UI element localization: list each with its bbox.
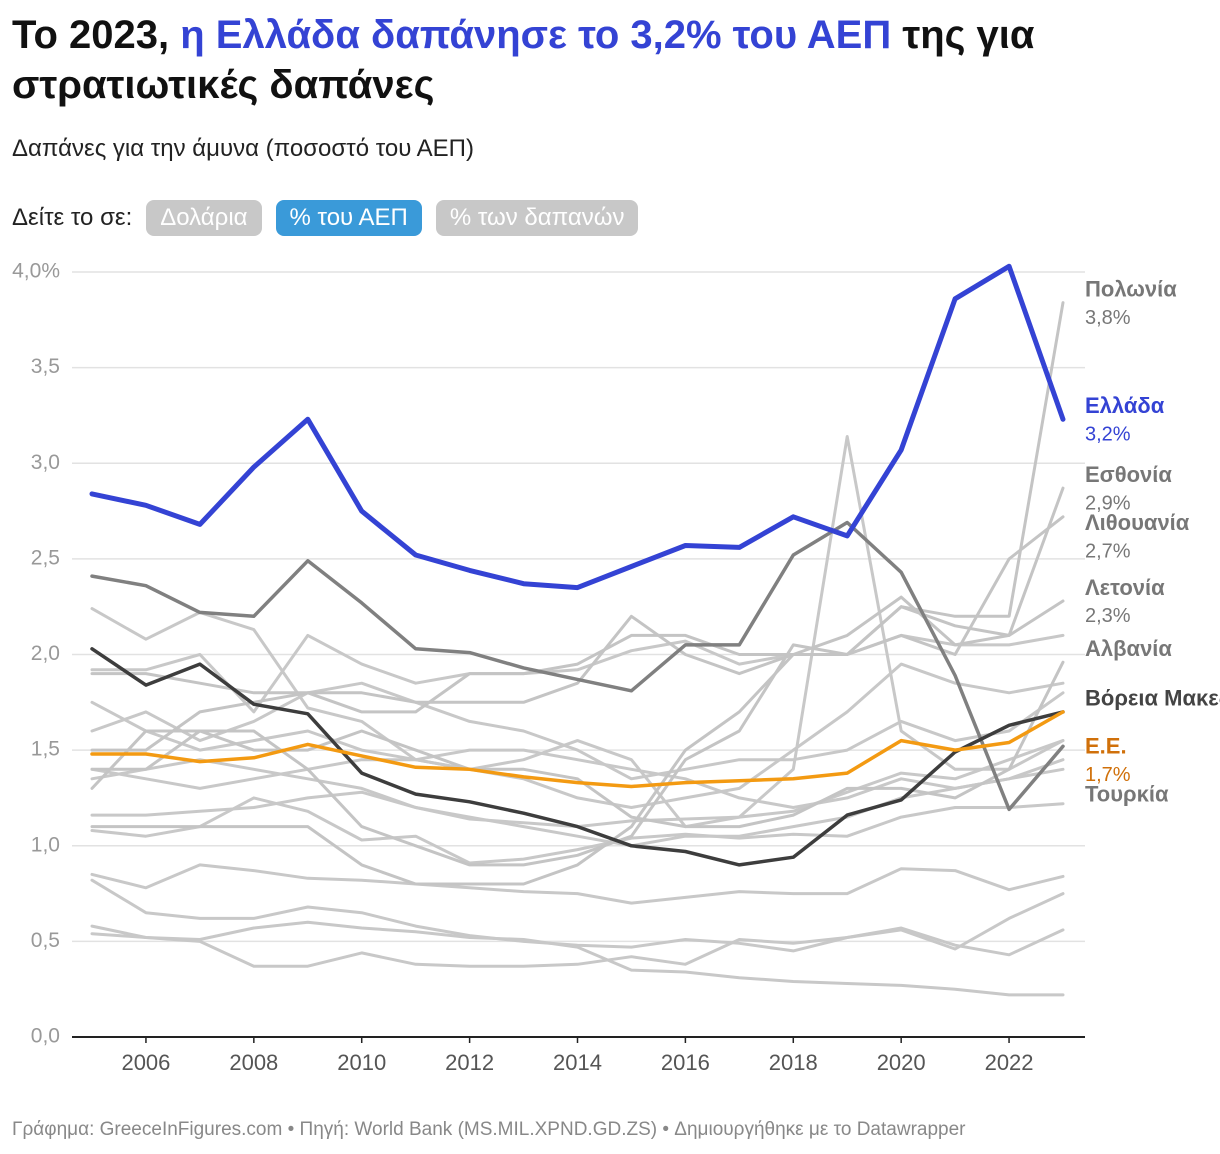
series-value-label: 3,2% — [1085, 424, 1131, 446]
x-tick-label: 2020 — [877, 1050, 926, 1075]
series-label: Λετονία — [1085, 575, 1165, 600]
x-tick-label: 2012 — [445, 1050, 494, 1075]
y-tick-label: 2,5 — [31, 546, 60, 569]
series-label: Εσθονία — [1085, 462, 1172, 487]
series-line — [90, 435, 1065, 829]
title: Το 2023, η Ελλάδα δαπάνησε το 3,2% του Α… — [12, 10, 1202, 110]
series-value-label: 3,8% — [1085, 307, 1131, 329]
series-label: Τουρκία — [1085, 782, 1169, 807]
x-tick-label: 2010 — [337, 1050, 386, 1075]
y-tick-label: 3,5 — [31, 355, 60, 378]
title-highlight: η Ελλάδα δαπάνησε το 3,2% του ΑΕΠ — [180, 13, 892, 57]
y-tick-label: 3,0 — [31, 451, 60, 474]
series-label: Αλβανία — [1085, 636, 1172, 661]
series-line — [90, 878, 1065, 957]
x-tick-label: 2014 — [553, 1050, 602, 1075]
x-tick-label: 2018 — [769, 1050, 818, 1075]
series-label: Βόρεια Μακεδονία — [1085, 686, 1220, 711]
series-line — [90, 520, 1065, 812]
series-line — [89, 263, 1066, 591]
view-button[interactable]: % του ΑΕΠ — [275, 200, 422, 236]
y-tick-label: 0,5 — [31, 929, 60, 952]
series-value-label: 2,3% — [1085, 605, 1131, 627]
series-line — [90, 681, 1065, 781]
view-switcher: Δείτε το σε: Δολάρια % του ΑΕΠ % των δαπαν… — [12, 200, 639, 236]
series-line — [90, 486, 1065, 752]
y-tick-label: 1,0 — [31, 833, 60, 856]
view-prompt: Δείτε το σε: — [12, 204, 133, 231]
series-line — [90, 515, 1065, 886]
x-tick-label: 2016 — [661, 1050, 710, 1075]
title-part: της για στρατιωτικές δαπάνες — [12, 13, 1035, 107]
footer: Γράφημα: GreeceInFigures.com • Πηγή: Wor… — [12, 1119, 966, 1140]
y-tick-label: 4,0% — [12, 260, 60, 283]
series-line — [90, 796, 1065, 865]
series-line — [90, 758, 1065, 848]
x-tick-label: 2008 — [229, 1050, 278, 1075]
y-tick-label: 1,5 — [31, 738, 60, 761]
series-line — [90, 710, 1065, 789]
series-line — [90, 662, 1065, 809]
series-line — [90, 748, 1065, 809]
y-tick-label: 2,0 — [31, 642, 60, 665]
series-line — [90, 633, 1065, 714]
x-tick-label: 2006 — [121, 1050, 170, 1075]
x-tick-label: 2022 — [985, 1050, 1034, 1075]
series-line — [90, 920, 1065, 997]
series-value-label: 2,7% — [1085, 540, 1131, 562]
view-button[interactable]: Δολάρια — [146, 200, 262, 236]
series-label: Λιθουανία — [1085, 510, 1190, 535]
series-value-label: 1,7% — [1085, 764, 1131, 786]
series-line — [90, 892, 1065, 968]
subtitle: Δαπάνες για την άμυνα (ποσοστό του ΑΕΠ) — [12, 135, 474, 162]
series-line — [90, 647, 1065, 867]
y-tick-label: 0,0 — [31, 1025, 60, 1048]
title-part: Το 2023, — [12, 13, 170, 57]
view-button[interactable]: % των δαπανών — [435, 200, 639, 236]
series-label: Ελλάδα — [1085, 393, 1165, 418]
series-label: Ε.Ε. — [1085, 734, 1127, 759]
series-line — [90, 863, 1065, 905]
series-label: Πολωνία — [1085, 276, 1177, 301]
series-line — [90, 660, 1065, 829]
series-line — [90, 599, 1065, 867]
series-value-label: 2,9% — [1085, 492, 1131, 514]
